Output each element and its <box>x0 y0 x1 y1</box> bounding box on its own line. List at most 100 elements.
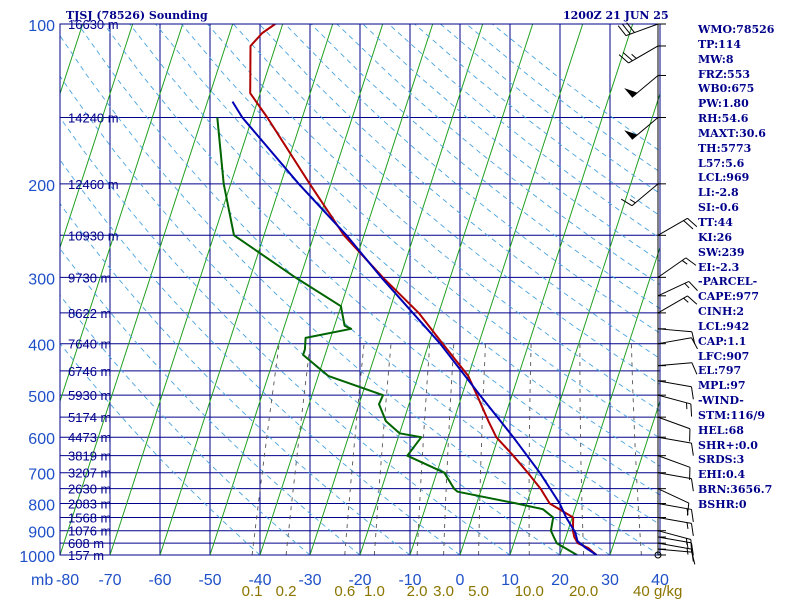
isotherm-line <box>509 92 660 555</box>
barb-shaft <box>657 436 692 444</box>
height-label: 8622 m <box>68 306 111 321</box>
height-label: 4473 m <box>68 430 111 445</box>
mixing-ratio-line <box>344 343 365 555</box>
dry-adiabat-line <box>362 24 660 262</box>
pressure-tick-label: 1000 <box>19 549 55 566</box>
barb-flag <box>690 443 694 456</box>
mixing-ratio-line <box>416 343 431 555</box>
height-label: 9730 m <box>68 270 111 285</box>
barb-shaft <box>657 280 690 297</box>
barb-shaft <box>657 455 691 468</box>
barb-shaft <box>657 295 688 314</box>
pressure-tick-label: 100 <box>28 18 55 35</box>
index-entry: FRZ:553 <box>698 67 751 81</box>
mixing-ratio-label: 1.0 <box>364 583 385 600</box>
pressure-tick-label: 200 <box>28 178 55 195</box>
height-label: 7640 m <box>68 337 111 352</box>
index-entry: LCL:942 <box>698 319 750 333</box>
barb-shaft <box>657 217 688 236</box>
height-label: 608 m <box>68 536 104 551</box>
wind-barb <box>620 183 659 207</box>
dry-adiabat-line <box>60 294 311 555</box>
wind-barb <box>657 380 694 400</box>
wind-barb <box>618 45 659 64</box>
dry-adiabat-line <box>129 24 660 496</box>
temperature-tick-label: 30 <box>601 572 619 589</box>
isotherm-line <box>359 24 534 555</box>
dry-adiabat-line <box>103 24 660 526</box>
mixing-ratio-unit: g/kg <box>654 583 682 600</box>
barb-half-flag <box>629 199 636 204</box>
barb-shaft <box>657 337 692 345</box>
dry-adiabat-line <box>155 24 660 467</box>
temperature-tick-label: 40 <box>651 572 669 589</box>
barb-shaft <box>657 548 692 553</box>
mixing-ratio-label: 20.0 <box>569 583 598 600</box>
temperature-tick-label: -70 <box>98 572 121 589</box>
height-label: 3819 m <box>68 449 111 464</box>
height-label: 16630 m <box>68 17 119 32</box>
barb-flag <box>626 22 635 33</box>
temperature-tick-label: -30 <box>298 572 321 589</box>
index-entry: BSHR:0 <box>698 498 747 511</box>
dry-adiabat-line <box>60 116 511 555</box>
index-entry: STM:116/9 <box>698 408 765 422</box>
barb-half-flag <box>631 53 637 59</box>
index-entry: EI:-2.3 <box>698 260 740 274</box>
wind-barbs <box>617 22 698 565</box>
height-label: 3207 m <box>68 466 111 481</box>
wind-barb <box>657 530 693 553</box>
barb-shaft <box>657 362 692 367</box>
wind-barb <box>657 455 691 480</box>
axis-labels: 0.1 0.2 0.6 1.0 2.0 3.0 5.0 10.0 20.0 40 g/kg10020… <box>19 17 682 600</box>
barb-flag <box>622 23 631 35</box>
pressure-tick-label: 600 <box>28 431 55 448</box>
index-entry: BRN:3656.7 <box>698 483 773 497</box>
isotherm-line <box>259 24 434 555</box>
height-label: 1076 m <box>68 524 111 539</box>
barb-flag <box>691 331 696 345</box>
index-entry: EHI:0.4 <box>698 468 746 482</box>
isotherm-line <box>159 24 334 555</box>
height-label: 6746 m <box>68 364 111 379</box>
isotherm-line <box>109 24 284 555</box>
barb-half-flag <box>686 548 689 555</box>
barb-flag <box>618 54 629 64</box>
index-entry: SRDS:3 <box>698 453 745 467</box>
wind-barb <box>657 517 694 537</box>
barb-shaft <box>625 23 659 37</box>
barb-shaft <box>657 488 690 504</box>
wind-barb <box>657 436 694 456</box>
wind-barb <box>657 295 698 314</box>
temperature-tick-label: -80 <box>56 572 79 589</box>
index-entry: RH:54.6 <box>698 112 749 126</box>
index-entry: LFC:907 <box>698 349 750 363</box>
index-entry: HEL:68 <box>698 423 744 437</box>
barb-flag <box>687 217 698 228</box>
dry-adiabat-line <box>207 24 660 412</box>
barb-half-flag <box>684 282 690 289</box>
isotherm-line <box>60 24 234 555</box>
dry-adiabat-line <box>60 159 461 555</box>
barb-flag <box>688 281 698 291</box>
index-entry: SHR+:0.0 <box>698 438 758 452</box>
index-entry: CAP:1.1 <box>698 334 747 348</box>
wind-barb <box>657 548 696 565</box>
wind-barb <box>657 257 697 278</box>
height-label: 2083 m <box>68 497 111 512</box>
index-entry: WMO:78526 <box>698 23 775 36</box>
barb-shaft <box>657 472 692 480</box>
barb-flag <box>690 509 694 523</box>
pressure-tick-label: 800 <box>28 498 55 515</box>
height-label: 12460 m <box>68 177 119 192</box>
barb-flag <box>691 362 698 375</box>
index-entry: -PARCEL- <box>698 275 758 289</box>
index-entry: PW:1.80 <box>698 97 749 111</box>
mixing-ratio-line <box>478 343 486 555</box>
isotherm-line <box>60 24 184 403</box>
barb-shaft <box>628 45 659 64</box>
index-entry: KI:26 <box>698 230 733 244</box>
index-entry: MAXT:30.6 <box>698 126 766 140</box>
barb-half-flag <box>681 260 688 265</box>
valid-time: 1200Z 21 JUN 25 <box>563 9 669 22</box>
